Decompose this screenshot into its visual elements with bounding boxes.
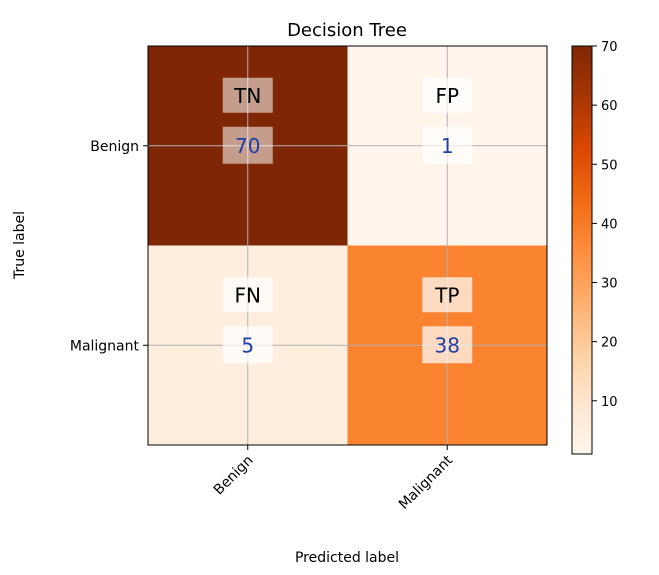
x-tick-label: Benign: [211, 453, 257, 499]
cell-label-fn: FN: [235, 283, 261, 307]
cell-label-box-tp: [422, 277, 473, 313]
colorbar-tick-label: 10: [601, 395, 618, 410]
cell-value-fp: 1: [441, 134, 454, 158]
cell-label-box-fn: [222, 277, 273, 313]
cell-value-tn: 70: [235, 134, 260, 158]
cell-annotations: TN 70 FP 1 FN 5 TP 38: [222, 77, 473, 364]
cell-label-fp: FP: [435, 84, 459, 108]
plot-frame: [147, 45, 548, 446]
cell-value-box-fn: [222, 326, 273, 364]
y-tick-label: Benign: [90, 139, 139, 155]
cell-value-box-tp: [422, 326, 473, 364]
colorbar: 10 20 30 40 50 60 70: [571, 40, 618, 455]
chart-title: Decision Tree: [287, 20, 407, 41]
cell-label-tp: TP: [434, 283, 459, 307]
colorbar-tick-label: 70: [601, 40, 618, 55]
colorbar-tick-label: 30: [601, 277, 618, 292]
colorbar-tick-label: 20: [601, 336, 618, 351]
colorbar-gradient: [571, 45, 593, 455]
x-axis: Benign Malignant: [211, 445, 457, 513]
cell-label-box-tn: [222, 77, 273, 113]
colorbar-tick-label: 50: [601, 158, 618, 173]
y-axis-label: True label: [12, 211, 28, 280]
cell-value-box-tn: [222, 126, 273, 164]
cell-value-tp: 38: [435, 333, 460, 357]
y-tick-label: Malignant: [70, 338, 140, 354]
cell-value-fn: 5: [241, 333, 254, 357]
cell-value-box-fp: [422, 126, 473, 164]
x-axis-label: Predicted label: [295, 550, 399, 566]
heatmap-cells: [148, 46, 547, 445]
colorbar-ticks: 10 20 30 40 50 60 70: [592, 40, 618, 410]
cell-label-tn: TN: [233, 84, 261, 108]
colorbar-tick-label: 60: [601, 99, 618, 114]
x-tick-label: Malignant: [396, 452, 457, 513]
cell-label-box-fp: [422, 77, 473, 113]
colorbar-tick-label: 40: [601, 217, 618, 232]
y-axis: Benign Malignant: [70, 139, 148, 354]
